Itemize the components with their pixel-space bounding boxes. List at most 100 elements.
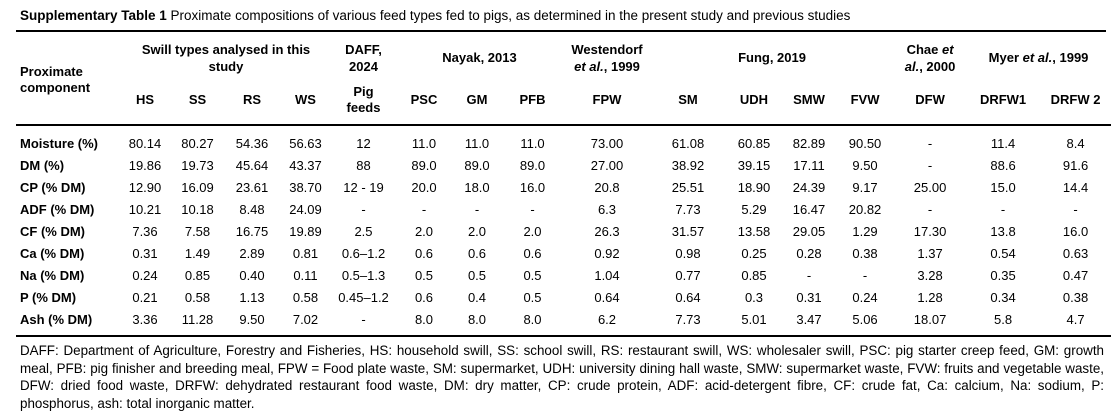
- text: , 2000: [919, 58, 956, 74]
- row-label: Moisture (%): [20, 135, 98, 151]
- data-cell: -: [927, 201, 933, 217]
- data-cell: -: [1000, 201, 1006, 217]
- table-footnote: DAFF: Department of Agriculture, Forestr…: [20, 343, 1104, 412]
- data-cell: 27.00: [590, 157, 624, 173]
- data-cell: 7.36: [132, 223, 158, 239]
- data-cell: 0.38: [1062, 289, 1089, 305]
- text: Swill types analysed in this study: [141, 42, 311, 74]
- data-cell: 0.5: [523, 267, 542, 283]
- data-cell: 6.3: [597, 201, 617, 217]
- data-cell: 20.0: [411, 179, 437, 195]
- data-cell: 5.01: [741, 311, 767, 327]
- data-cell: 61.08: [671, 135, 705, 151]
- table-row-cf-dm: CF (% DM) 7.36 7.58 16.75 19.89 2.5 2.0 2.0 2.0 2…: [16, 221, 1111, 243]
- data-cell: 18.90: [737, 179, 771, 195]
- table-row-moisture: Moisture (%) 80.14 80.27 54.36 56.63 12 11.0 11…: [16, 125, 1111, 155]
- data-cell: 0.24: [132, 267, 158, 283]
- data-cell: 89.0: [411, 157, 437, 173]
- data-cell: -: [361, 311, 366, 327]
- data-cell: 0.5: [467, 267, 487, 283]
- data-cell: 2.0: [414, 223, 434, 239]
- data-cell: 23.61: [235, 179, 269, 195]
- table-row-ca-dm: Ca (% DM) 0.31 1.49 2.89 0.81 0.6–1.2 0.6 0.6 0.…: [16, 243, 1111, 265]
- data-cell: 0.5: [523, 289, 542, 305]
- column-header-psc: PSC: [410, 91, 438, 107]
- data-cell: 0.28: [796, 245, 822, 261]
- data-cell: 12: [356, 135, 371, 151]
- data-cell: 1.04: [594, 267, 620, 283]
- data-cell: 38.92: [671, 157, 705, 173]
- data-cell: 91.6: [1062, 157, 1089, 173]
- column-header-sm: SM: [678, 91, 698, 107]
- data-cell: 43.37: [289, 157, 322, 173]
- data-cell: 15.0: [990, 179, 1016, 195]
- data-cell: 0.40: [239, 267, 265, 283]
- data-cell: 5.8: [994, 311, 1013, 327]
- data-cell: 11.0: [411, 135, 437, 151]
- data-cell: 12.90: [128, 179, 162, 195]
- data-cell: 73.00: [590, 135, 624, 151]
- row-label: DM (%): [20, 157, 65, 173]
- data-cell: 16.0: [1062, 223, 1089, 239]
- text: DAFF, 2024: [345, 42, 382, 74]
- data-cell: 3.28: [917, 267, 943, 283]
- italic-text: et al.: [1022, 50, 1053, 66]
- column-header-ss: SS: [188, 91, 207, 107]
- data-cell: 25.00: [913, 179, 947, 195]
- data-cell: 0.63: [1062, 245, 1089, 261]
- data-cell: 60.85: [737, 135, 771, 151]
- data-cell: 8.48: [239, 201, 265, 217]
- data-cell: 0.3: [744, 289, 764, 305]
- data-cell: 0.4: [467, 289, 487, 305]
- data-cell: 0.98: [675, 245, 701, 261]
- data-cell: 0.77: [675, 267, 701, 283]
- data-cell: 10.18: [181, 201, 214, 217]
- data-cell: 1.28: [917, 289, 943, 305]
- data-cell: 0.6: [467, 245, 487, 261]
- column-header-pfb: PFB: [519, 91, 546, 107]
- group-header-westendorf-et-al-1999: Westendorf et al., 1999: [564, 32, 650, 82]
- data-cell: 7.58: [184, 223, 211, 239]
- data-cell: 16.75: [235, 223, 269, 239]
- text: Myer: [988, 50, 1023, 66]
- data-cell: 0.5–1.3: [341, 267, 386, 283]
- data-cell: 0.21: [132, 289, 158, 305]
- row-label: CP (% DM): [20, 179, 86, 195]
- column-header-dfw: DFW: [915, 91, 945, 107]
- data-cell: 16.0: [519, 179, 546, 195]
- row-label: Ca (% DM): [20, 245, 85, 261]
- data-cell: 8.0: [523, 311, 542, 327]
- corner-header-proximate-component: Proximate component: [20, 63, 91, 95]
- column-header-drfw1: DRFW1: [979, 91, 1027, 107]
- data-cell: 6.2: [597, 311, 617, 327]
- data-cell: 24.09: [289, 201, 322, 217]
- proximate-composition-table: Proximate component Swill types analysed …: [16, 32, 1112, 338]
- column-header-ws: WS: [295, 91, 316, 107]
- italic-text: et al.: [904, 42, 954, 74]
- data-cell: 0.6: [414, 245, 434, 261]
- data-cell: 54.36: [235, 135, 269, 151]
- data-cell: 0.64: [675, 289, 701, 305]
- data-cell: 0.54: [990, 245, 1016, 261]
- table-row-na-dm: Na (% DM) 0.24 0.85 0.40 0.11 0.5–1.3 0.5 0.5 0.…: [16, 265, 1111, 287]
- table-header: Proximate component Swill types analysed …: [16, 32, 1112, 126]
- data-cell: 9.50: [239, 311, 265, 327]
- data-cell: 0.47: [1062, 267, 1089, 283]
- data-cell: 0.5: [414, 267, 434, 283]
- text: Nayak, 2013: [442, 50, 517, 66]
- data-cell: 13.8: [990, 223, 1016, 239]
- data-cell: 8.4: [1066, 135, 1085, 151]
- data-cell: 11.28: [181, 311, 214, 327]
- data-cell: 1.13: [239, 289, 265, 305]
- data-cell: 7.02: [292, 311, 319, 327]
- data-cell: 0.6–1.2: [341, 245, 386, 261]
- group-header-daff-2024: DAFF, 2024: [332, 32, 395, 82]
- data-cell: 39.15: [737, 157, 771, 173]
- column-header-pig-feeds: Pig feeds: [346, 83, 381, 115]
- data-cell: 0.34: [990, 289, 1016, 305]
- data-cell: 0.25: [741, 245, 767, 261]
- table-row-cp-dm: CP (% DM) 12.90 16.09 23.61 38.70 12 - 19 20.0…: [16, 177, 1111, 199]
- data-cell: -: [474, 201, 480, 217]
- data-cell: 8.0: [467, 311, 487, 327]
- data-cell: 17.30: [913, 223, 947, 239]
